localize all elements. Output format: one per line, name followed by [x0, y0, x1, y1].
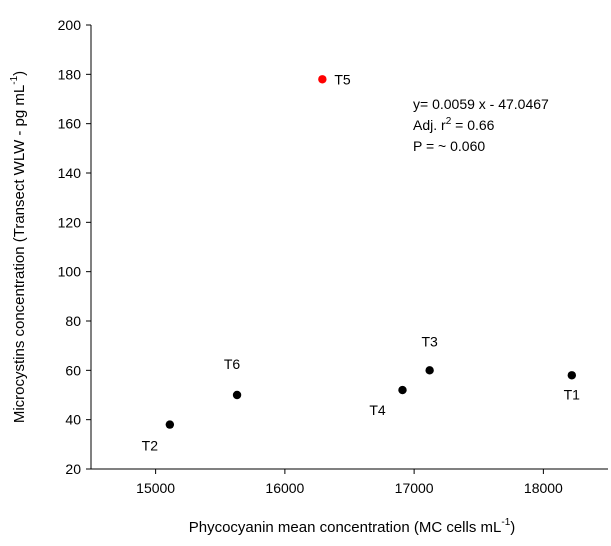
y-tick-label: 120: [58, 214, 82, 230]
y-tick-label: 80: [65, 313, 81, 329]
x-tick-label: 18000: [524, 480, 563, 496]
data-point-t5: [318, 75, 327, 84]
y-axis-title: Microcystins concentration (Transect WLW…: [9, 71, 28, 423]
y-tick-label: 200: [58, 17, 82, 33]
data-point-t6: [232, 390, 242, 400]
adjusted-r-squared: Adj. r2 = 0.66: [413, 116, 495, 133]
y-tick-label: 160: [58, 116, 82, 132]
y-tick-label: 40: [65, 412, 81, 428]
point-label-t6: T6: [224, 356, 241, 372]
x-tick-label: 17000: [395, 480, 434, 496]
y-tick-label: 180: [58, 66, 82, 82]
y-ticks: 20 40 60 80 100 120 140 160 180 200: [58, 17, 91, 477]
data-point-t3: [425, 366, 434, 375]
point-label-t4: T4: [369, 402, 386, 418]
data-point-t2: [165, 420, 175, 429]
regression-annotation: y= 0.0059 x - 47.0467 Adj. r2 = 0.66 P =…: [413, 96, 549, 154]
point-label-t5: T5: [334, 71, 351, 87]
point-label-t2: T2: [142, 438, 159, 454]
y-tick-label: 20: [65, 461, 81, 477]
regression-equation: y= 0.0059 x - 47.0467: [413, 96, 549, 112]
x-tick-label: 16000: [265, 480, 304, 496]
y-tick-label: 140: [58, 165, 82, 181]
data-point-t1: [567, 371, 577, 380]
y-tick-label: 100: [58, 264, 82, 280]
axes: [90, 25, 608, 470]
data-points: T1 T2 T3 T4 T5 T6: [142, 71, 581, 453]
point-label-t3: T3: [421, 333, 438, 349]
x-tick-label: 15000: [136, 480, 175, 496]
y-tick-label: 60: [65, 362, 81, 378]
p-value: P = ~ 0.060: [413, 138, 485, 154]
data-point-t4: [398, 385, 407, 395]
x-ticks: 15000 16000 17000 18000: [136, 469, 563, 496]
point-label-t1: T1: [564, 386, 581, 402]
x-axis-title: Phycocyanin mean concentration (MC cells…: [189, 517, 516, 536]
